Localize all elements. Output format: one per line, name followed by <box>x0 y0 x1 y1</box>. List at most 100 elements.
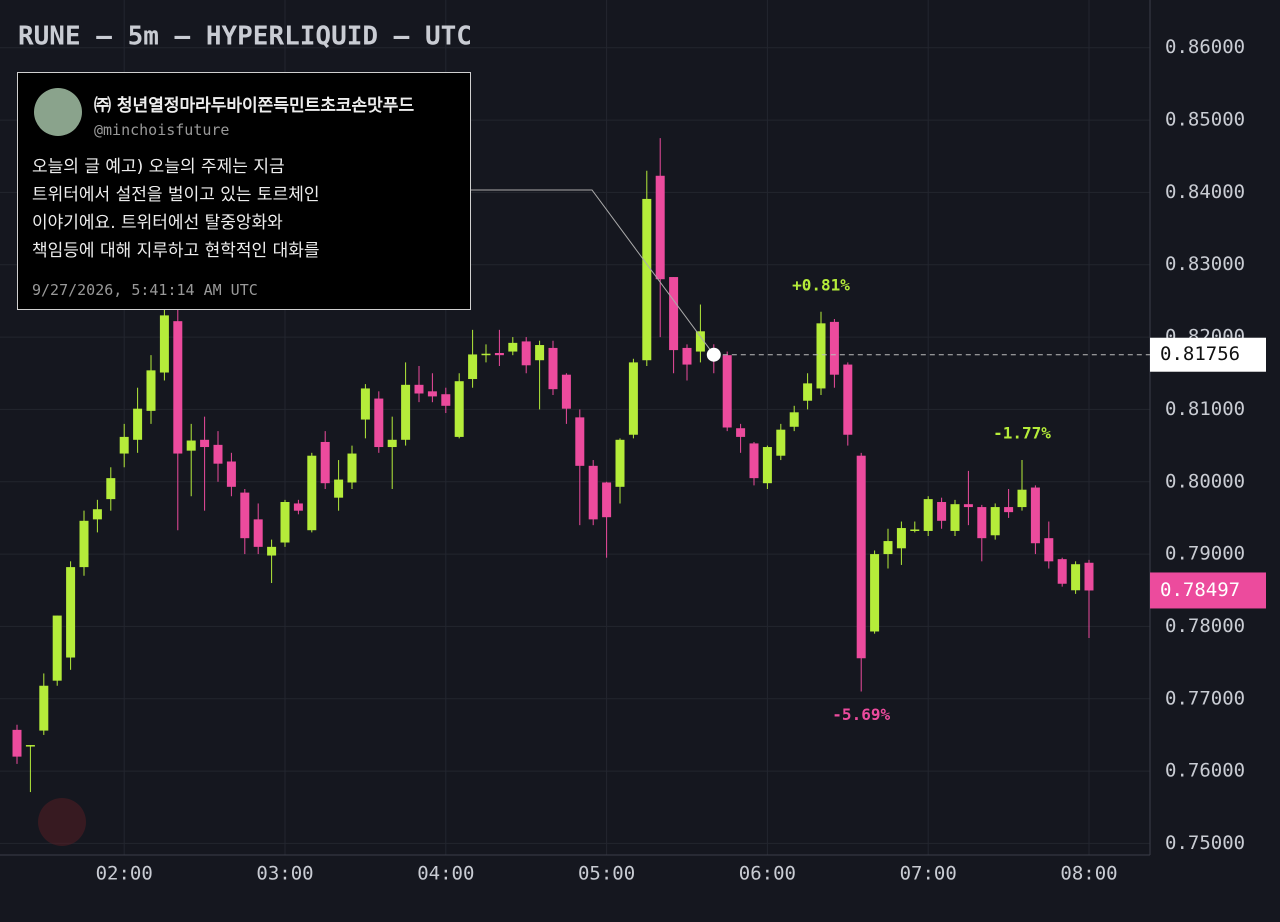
candle-body <box>494 352 504 356</box>
avatar <box>34 88 82 136</box>
candle-body <box>1030 487 1040 544</box>
y-tick-label: 0.75000 <box>1165 832 1245 854</box>
tweet-line: 이야기에요. 트위터에선 탈중앙화와 <box>32 213 283 233</box>
candle-body <box>950 504 960 531</box>
candle-body <box>441 394 451 406</box>
candle-body <box>106 478 116 500</box>
x-tick-label: 04:00 <box>417 863 474 885</box>
y-tick-label: 0.81000 <box>1165 398 1245 420</box>
candle-body <box>816 323 826 389</box>
candle-body <box>977 507 987 539</box>
x-tick-label: 05:00 <box>578 863 635 885</box>
candle-body <box>307 455 317 531</box>
y-tick-label: 0.83000 <box>1165 253 1245 275</box>
candle-body <box>762 447 772 484</box>
candle-body <box>280 502 290 543</box>
candle-body <box>535 345 545 361</box>
candle-body <box>1004 507 1014 513</box>
candle-body <box>896 528 906 549</box>
candle-body <box>173 321 183 454</box>
candle-body <box>843 364 853 435</box>
x-tick-label: 03:00 <box>256 863 313 885</box>
y-tick-label: 0.84000 <box>1165 181 1245 203</box>
annotation: -1.77% <box>993 424 1051 443</box>
candle-body <box>119 436 129 454</box>
candle-body <box>293 503 303 511</box>
candle-body <box>387 439 397 448</box>
tweet-handle: @minchoisfuture <box>94 121 230 139</box>
candle-body <box>25 745 35 747</box>
candle-body <box>481 353 491 356</box>
candle-body <box>736 428 746 437</box>
candle-body <box>414 384 424 394</box>
candle-body <box>870 554 880 632</box>
y-tick-label: 0.86000 <box>1165 36 1245 58</box>
candle-body <box>226 461 236 487</box>
tooltip-connector <box>471 189 715 356</box>
tweet-line: 오늘의 글 예고) 오늘의 주제는 지금 <box>32 157 285 177</box>
candle-body <box>695 331 705 352</box>
tweet-tooltip: ㈜ 청년열정마라두바이쫀득민트초코손맛푸드 @minchoisfuture 오늘… <box>17 72 471 310</box>
candle-body <box>1071 564 1081 591</box>
candle-body <box>803 383 813 401</box>
annotation: +0.81% <box>792 275 850 294</box>
candle-body <box>602 482 612 518</box>
candle-body <box>240 492 250 539</box>
y-tick-label: 0.78000 <box>1165 615 1245 637</box>
candle-body <box>548 347 558 390</box>
candle-body <box>575 417 585 466</box>
price-label: 0.81756 <box>1160 343 1240 365</box>
candle-body <box>12 729 22 757</box>
candle-body <box>213 444 223 464</box>
candle-body <box>159 315 169 373</box>
candle-body <box>1044 538 1054 562</box>
y-tick-label: 0.77000 <box>1165 687 1245 709</box>
candle-body <box>682 347 692 365</box>
candle-body <box>722 355 732 428</box>
x-tick-label: 08:00 <box>1060 863 1117 885</box>
candle-body <box>749 443 759 479</box>
candle-body <box>320 441 330 484</box>
candle-body <box>52 615 62 681</box>
y-tick-label: 0.80000 <box>1165 470 1245 492</box>
candle-body <box>776 429 786 456</box>
candle-body <box>401 384 411 440</box>
candle-body <box>655 175 665 280</box>
y-tick-label: 0.85000 <box>1165 109 1245 131</box>
candle-body <box>990 507 1000 536</box>
candle-body <box>92 509 102 520</box>
candle-body <box>923 499 933 531</box>
candle-body <box>347 453 357 483</box>
y-tick-label: 0.76000 <box>1165 760 1245 782</box>
candle-body <box>829 321 839 375</box>
candle-body <box>146 370 156 411</box>
candle-body <box>508 342 518 352</box>
candle-body <box>253 519 263 547</box>
annotation: -5.69% <box>832 705 890 724</box>
tweet-line: 책임등에 대해 지루하고 현학적인 대화를 <box>32 241 320 261</box>
candle-body <box>39 685 49 731</box>
candle-body <box>642 198 652 361</box>
x-tick-label: 07:00 <box>900 863 957 885</box>
marker-dot <box>706 347 721 362</box>
y-tick-label: 0.79000 <box>1165 543 1245 565</box>
candle-body <box>133 408 143 440</box>
candle-body <box>360 388 370 420</box>
candle-body <box>1084 562 1094 591</box>
candle-body <box>561 374 571 409</box>
candle-body <box>334 479 344 498</box>
candle-body <box>200 439 210 448</box>
tweet-author: ㈜ 청년열정마라두바이쫀득민트초코손맛푸드 <box>94 96 415 116</box>
last-price-label: 0.78497 <box>1160 579 1240 601</box>
tweet-line: 트위터에서 설전을 벌이고 있는 토르체인 <box>32 185 320 205</box>
candle-body <box>267 546 277 556</box>
candle-body <box>856 455 866 659</box>
candle-body <box>521 341 531 366</box>
price-label-box <box>1150 337 1266 372</box>
x-tick-label: 06:00 <box>739 863 796 885</box>
candle-body <box>883 541 893 555</box>
candle-body <box>615 439 625 487</box>
candle-body <box>79 520 89 568</box>
